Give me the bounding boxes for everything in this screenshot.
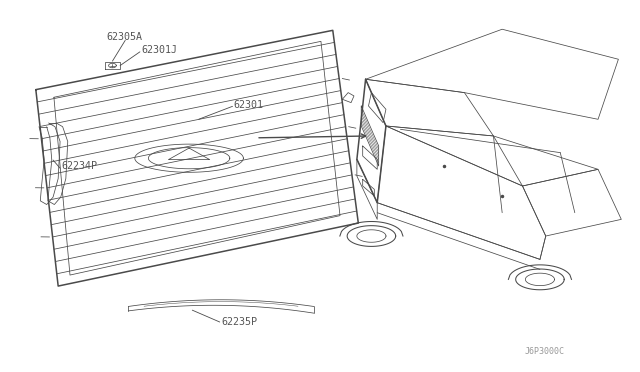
Text: 62235P: 62235P — [221, 317, 257, 327]
Text: 62301J: 62301J — [141, 45, 177, 55]
Text: 62305A: 62305A — [106, 32, 142, 42]
Text: J6P3000C: J6P3000C — [524, 346, 564, 356]
Text: 62301: 62301 — [234, 100, 264, 110]
Text: 62234P: 62234P — [61, 161, 97, 171]
